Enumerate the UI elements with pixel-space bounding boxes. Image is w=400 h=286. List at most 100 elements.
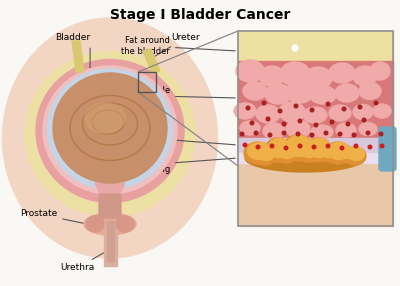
Ellipse shape: [286, 136, 312, 156]
Ellipse shape: [335, 84, 359, 102]
Ellipse shape: [244, 142, 272, 164]
Ellipse shape: [274, 143, 298, 163]
Ellipse shape: [245, 144, 365, 172]
Ellipse shape: [268, 138, 290, 158]
Ellipse shape: [236, 60, 264, 82]
Ellipse shape: [278, 144, 296, 158]
Ellipse shape: [317, 144, 339, 162]
Circle shape: [310, 133, 314, 137]
Circle shape: [354, 144, 358, 148]
FancyBboxPatch shape: [379, 127, 396, 171]
Ellipse shape: [258, 148, 274, 160]
Circle shape: [254, 131, 258, 135]
Ellipse shape: [310, 86, 336, 104]
Circle shape: [324, 131, 328, 135]
Ellipse shape: [359, 122, 377, 136]
Ellipse shape: [353, 66, 377, 86]
Text: Cancer: Cancer: [286, 186, 324, 196]
Ellipse shape: [348, 148, 364, 160]
Ellipse shape: [116, 216, 134, 232]
Circle shape: [243, 143, 247, 147]
Circle shape: [310, 108, 314, 112]
Ellipse shape: [295, 140, 321, 162]
Circle shape: [294, 104, 298, 108]
Circle shape: [246, 106, 250, 110]
Bar: [238, 31, 393, 61]
Polygon shape: [143, 49, 160, 73]
Ellipse shape: [265, 138, 291, 162]
Ellipse shape: [353, 104, 373, 120]
Ellipse shape: [370, 62, 390, 80]
Circle shape: [374, 101, 378, 105]
Bar: [138, 72, 156, 92]
Circle shape: [362, 118, 366, 122]
Ellipse shape: [256, 105, 280, 123]
Ellipse shape: [254, 147, 276, 165]
Ellipse shape: [53, 73, 167, 183]
Bar: [238, 61, 393, 138]
Circle shape: [256, 145, 260, 149]
Ellipse shape: [240, 121, 260, 135]
Circle shape: [338, 132, 342, 136]
Ellipse shape: [280, 62, 310, 86]
Ellipse shape: [265, 84, 291, 104]
Text: © 2013 Terese Winslow LLC
U.S. Govt. has certain rights: © 2013 Terese Winslow LLC U.S. Govt. has…: [316, 213, 393, 224]
Ellipse shape: [286, 120, 310, 138]
Ellipse shape: [308, 138, 330, 158]
Text: Muscle
layers: Muscle layers: [141, 86, 235, 106]
Circle shape: [312, 145, 316, 149]
Text: Fat around
the bladder: Fat around the bladder: [121, 36, 235, 56]
Bar: [238, 31, 393, 226]
Ellipse shape: [328, 142, 350, 160]
Ellipse shape: [85, 103, 125, 133]
Circle shape: [326, 144, 330, 148]
Circle shape: [298, 119, 302, 123]
Circle shape: [314, 123, 318, 127]
Bar: [238, 138, 393, 153]
Circle shape: [340, 146, 344, 150]
Ellipse shape: [325, 142, 351, 164]
Circle shape: [240, 132, 244, 136]
Circle shape: [298, 144, 302, 148]
Ellipse shape: [283, 135, 313, 161]
Ellipse shape: [48, 69, 172, 189]
Text: Urethra: Urethra: [60, 252, 104, 273]
Ellipse shape: [338, 147, 358, 163]
Circle shape: [292, 45, 298, 51]
Circle shape: [330, 120, 334, 124]
Bar: [104, 221, 117, 266]
Ellipse shape: [320, 144, 338, 158]
Circle shape: [266, 117, 270, 121]
Circle shape: [270, 144, 274, 148]
Ellipse shape: [373, 104, 391, 118]
Ellipse shape: [329, 63, 355, 83]
Ellipse shape: [25, 51, 195, 217]
Ellipse shape: [36, 59, 184, 202]
Circle shape: [268, 133, 272, 137]
Ellipse shape: [298, 140, 320, 158]
Circle shape: [250, 121, 254, 125]
Text: Connective
tissue: Connective tissue: [122, 128, 235, 148]
Circle shape: [282, 131, 286, 135]
Ellipse shape: [329, 105, 351, 121]
Circle shape: [346, 122, 350, 126]
Circle shape: [352, 133, 356, 137]
Ellipse shape: [286, 81, 314, 103]
Circle shape: [296, 132, 300, 136]
Ellipse shape: [259, 66, 285, 86]
Ellipse shape: [86, 216, 104, 232]
Ellipse shape: [359, 82, 381, 100]
Ellipse shape: [279, 102, 305, 122]
Circle shape: [379, 132, 383, 136]
Circle shape: [358, 105, 362, 109]
Circle shape: [262, 101, 266, 105]
Text: Inner
lining: Inner lining: [147, 154, 235, 174]
Ellipse shape: [2, 18, 218, 258]
FancyBboxPatch shape: [99, 194, 121, 218]
Circle shape: [368, 145, 372, 149]
Circle shape: [366, 131, 370, 135]
Bar: [238, 153, 393, 163]
Ellipse shape: [344, 147, 366, 165]
Text: Ureter: Ureter: [154, 33, 200, 57]
Circle shape: [282, 122, 286, 126]
